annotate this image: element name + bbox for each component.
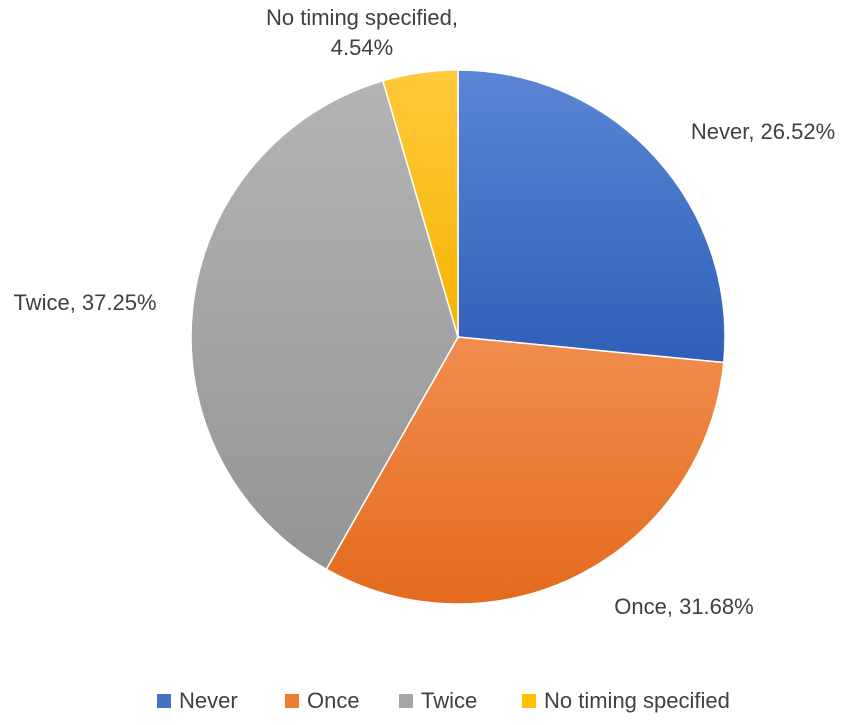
legend-item-no-timing-specified: No timing specified bbox=[522, 688, 730, 713]
legend-label-once: Once bbox=[307, 688, 360, 713]
pie-slice-no-timing-specified bbox=[381, 69, 459, 338]
data-label-never: Never, 26.52% bbox=[691, 119, 835, 144]
legend-swatch-no-timing-specified bbox=[522, 694, 536, 708]
data-label-no-timing-specified: No timing specified, 4.54% bbox=[266, 5, 458, 60]
legend-swatch-twice bbox=[399, 694, 413, 708]
legend-item-once: Once bbox=[285, 688, 360, 713]
legend-swatch-once bbox=[285, 694, 299, 708]
legend-label-no-timing-specified: No timing specified bbox=[544, 688, 730, 713]
legend-item-never: Never bbox=[157, 688, 238, 713]
legend-label-twice: Twice bbox=[421, 688, 477, 713]
data-label-once: Once, 31.68% bbox=[614, 594, 753, 619]
legend: Never Once Twice No timing specified bbox=[157, 688, 730, 713]
pie-slices bbox=[190, 69, 726, 605]
pie-slice-once bbox=[325, 336, 725, 605]
pie-slice-never bbox=[457, 69, 726, 364]
pie-slice-twice bbox=[190, 79, 459, 571]
legend-item-twice: Twice bbox=[399, 688, 477, 713]
data-label-twice: Twice, 37.25% bbox=[13, 290, 156, 315]
legend-swatch-never bbox=[157, 694, 171, 708]
slice-labels: Never, 26.52% Once, 31.68% Twice, 37.25% No… bbox=[13, 5, 835, 619]
legend-label-never: Never bbox=[179, 688, 238, 713]
